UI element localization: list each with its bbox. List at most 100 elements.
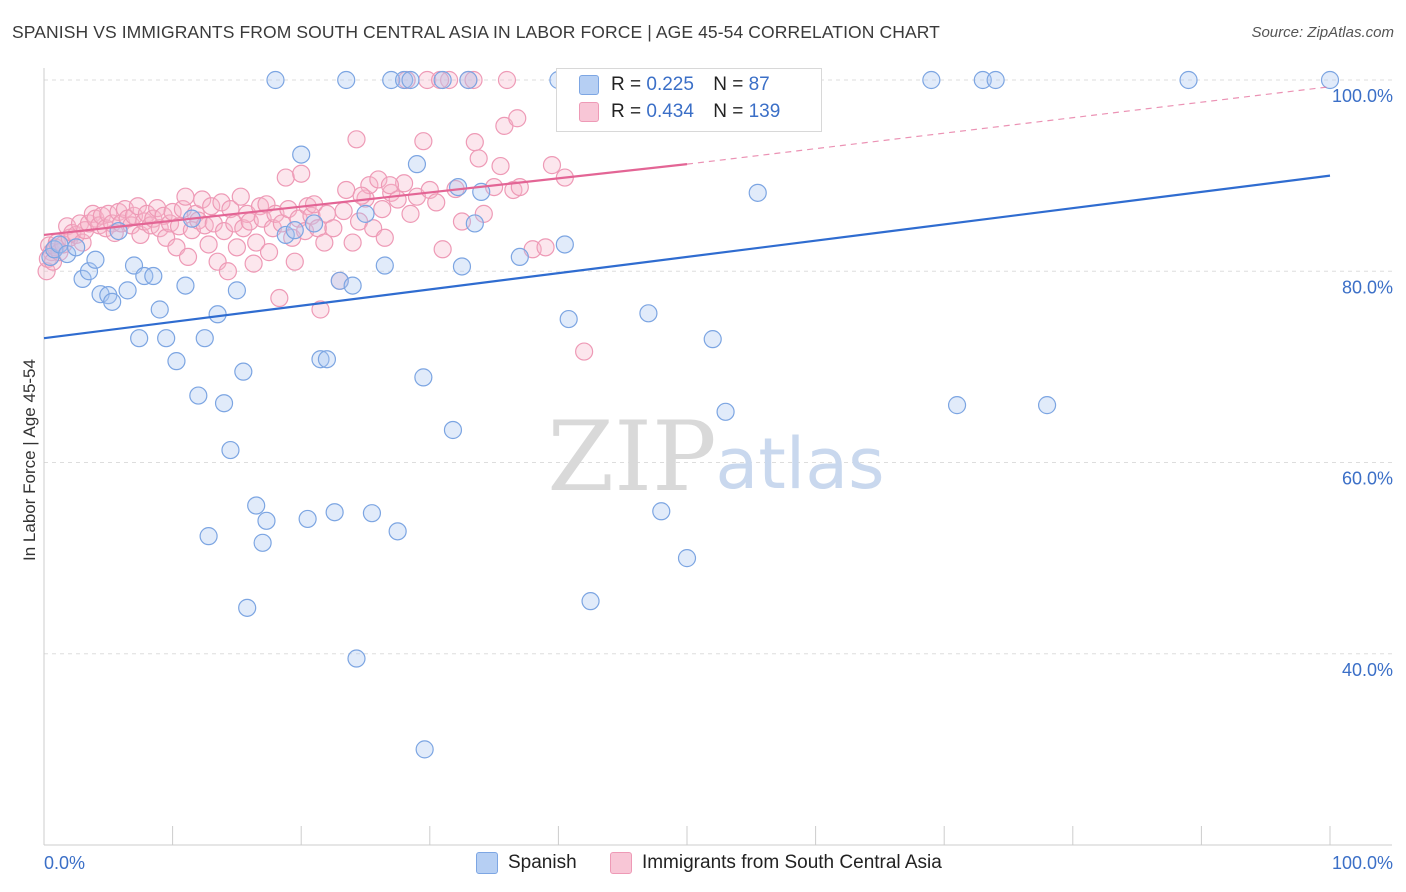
spanish-point [414, 368, 433, 387]
spanish-point [167, 352, 186, 371]
immigrants-point [334, 201, 353, 221]
immigrants-point [491, 156, 510, 176]
spanish-point [559, 309, 578, 329]
immigrants-point [575, 342, 594, 361]
spanish-point [298, 509, 317, 529]
immigrants-point [337, 180, 356, 200]
spanish-point [257, 511, 276, 530]
trend-line-spanish [43, 174, 1331, 340]
legend-label-immigrants: Immigrants from South Central Asia [641, 852, 942, 873]
legend-n-value: 139 [748, 101, 781, 122]
immigrants-point [218, 262, 237, 281]
immigrants-point [375, 228, 394, 247]
spanish-point [947, 396, 967, 415]
immigrants-point [193, 190, 212, 209]
immigrants-point [285, 252, 304, 271]
legend-swatch-spanish [476, 852, 498, 874]
immigrants-point [214, 221, 234, 241]
spanish-point [375, 256, 394, 275]
immigrants-point [176, 187, 195, 206]
spanish-point [639, 304, 658, 323]
spanish-point [677, 549, 697, 568]
trend-line-extension [686, 86, 1331, 165]
spanish-point [337, 70, 356, 90]
spanish-point [58, 244, 77, 264]
spanish-point [415, 740, 434, 759]
immigrants-point [244, 254, 263, 273]
spanish-point [459, 70, 478, 90]
spanish-point [103, 292, 122, 311]
spanish-point [317, 350, 337, 369]
spanish-point [581, 592, 600, 611]
spanish-point [325, 503, 344, 522]
legend-row-spanish: R = 0.225 N = 87 [579, 74, 770, 100]
legend-item-immigrants[interactable]: Immigrants from South Central Asia [609, 852, 942, 874]
x-tick-label: 0.0% [44, 853, 85, 873]
spanish-point [234, 362, 253, 381]
immigrants-point [315, 233, 334, 252]
spanish-point [401, 70, 420, 90]
watermark-atlas: atlas [715, 423, 884, 505]
immigrants-point [369, 170, 388, 189]
spanish-point [176, 276, 195, 295]
legend-r-label: R = [611, 74, 642, 95]
spanish-point [276, 225, 295, 245]
immigrants-point [536, 238, 555, 257]
spanish-point [343, 276, 362, 295]
immigrants-point [373, 199, 392, 219]
correlation-legend: R = 0.225 N = 87 R = 0.434 N = 139 [556, 68, 822, 132]
chart-title: SPANISH VS IMMIGRANTS FROM SOUTH CENTRAL… [12, 22, 940, 42]
immigrants-point [394, 174, 414, 193]
spanish-point [79, 262, 99, 281]
spanish-point [247, 496, 266, 515]
trend-lines [43, 86, 1331, 340]
immigrants-point [469, 149, 488, 168]
spanish-point [304, 214, 324, 233]
spanish-point [1179, 70, 1198, 90]
legend-label-spanish: Spanish [508, 852, 577, 873]
spanish-point [347, 649, 366, 668]
immigrants-point [414, 132, 433, 151]
immigrants-point [542, 156, 562, 175]
immigrants-point [465, 133, 484, 152]
y-tick-label: 100.0% [1332, 86, 1393, 106]
immigrants-point [347, 130, 366, 149]
immigrants-point [212, 193, 231, 212]
spanish-point [433, 70, 452, 90]
spanish-point [214, 394, 234, 413]
axes [43, 68, 1392, 846]
spanish-point [973, 70, 992, 90]
grid-lines [44, 79, 1392, 655]
spanish-point [86, 250, 105, 269]
spanish-point [452, 257, 472, 276]
immigrants-point [343, 233, 362, 252]
legend-r-label: R = [611, 101, 642, 122]
immigrants-point [427, 193, 446, 212]
spanish-point [1037, 396, 1057, 415]
spanish-point [356, 204, 375, 223]
immigrants-point [259, 243, 279, 262]
source-label: Source: ZipAtlas.com [1251, 24, 1394, 41]
legend-item-spanish[interactable]: Spanish [476, 852, 577, 874]
legend-swatch-immigrants [579, 102, 599, 122]
immigrants-point [324, 219, 343, 238]
immigrants-point [508, 109, 527, 128]
spanish-point [652, 502, 671, 521]
immigrants-point [199, 235, 218, 254]
legend-row-immigrants: R = 0.434 N = 139 [579, 101, 780, 127]
spanish-point [716, 402, 735, 421]
spanish-point [118, 281, 137, 300]
spanish-point [285, 221, 304, 240]
spanish-point [208, 305, 227, 324]
immigrants-point [270, 288, 289, 308]
spanish-point [311, 350, 330, 369]
immigrants-point [380, 176, 400, 195]
spanish-point [703, 330, 722, 349]
immigrants-point [204, 214, 223, 233]
spanish-point [986, 70, 1005, 90]
legend-n-label: N = [713, 74, 744, 95]
spanish-point [292, 145, 311, 164]
immigrants-point [433, 240, 452, 259]
spanish-point [253, 533, 272, 552]
